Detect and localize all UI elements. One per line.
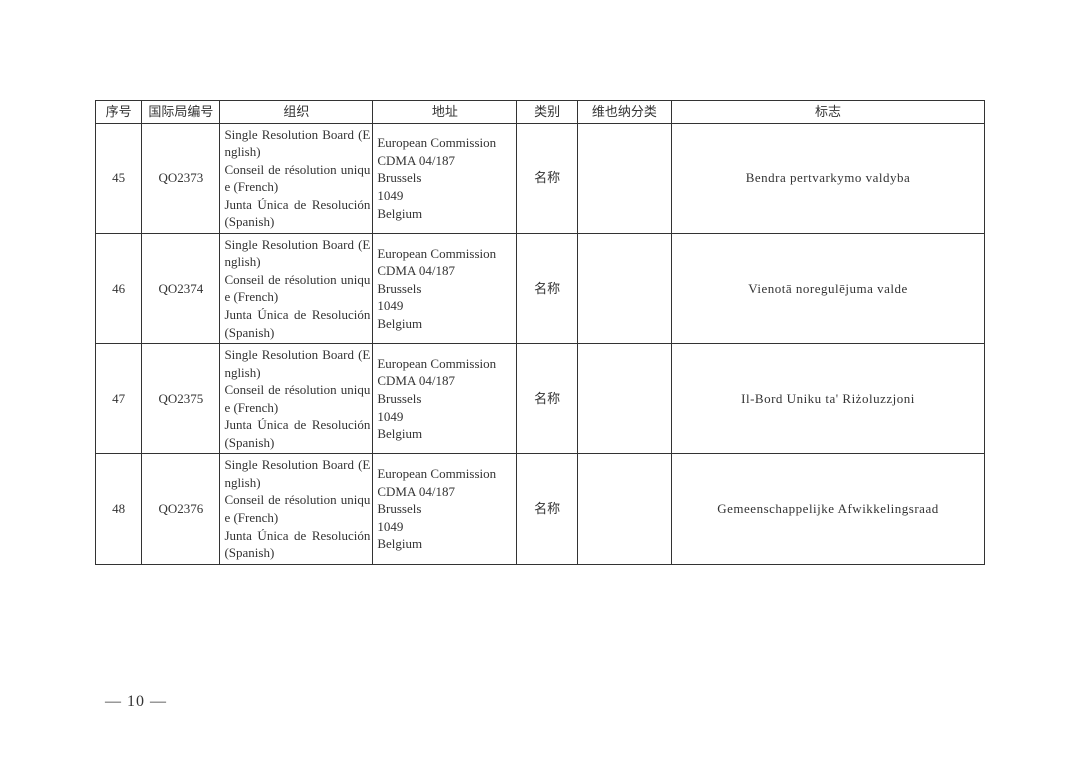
col-header: 类别: [517, 101, 577, 124]
cell-vienna: [577, 454, 671, 564]
cell-addr: European CommissionCDMA 04/187Brussels10…: [373, 233, 517, 343]
table-row: 45 QO2373 Single Resolution Board (Engli…: [96, 123, 985, 233]
cell-code: QO2374: [142, 233, 220, 343]
page-number: — 10 —: [105, 693, 167, 711]
table-body: 45 QO2373 Single Resolution Board (Engli…: [96, 123, 985, 564]
col-header: 组织: [220, 101, 373, 124]
cell-num: 46: [96, 233, 142, 343]
cell-org: Single Resolution Board (English)Conseil…: [220, 233, 373, 343]
cell-logo: Vienotā noregulējuma valde: [672, 233, 985, 343]
cell-org: Single Resolution Board (English)Conseil…: [220, 454, 373, 564]
cell-vienna: [577, 344, 671, 454]
data-table: 序号 国际局编号 组织 地址 类别 维也纳分类 标志 45 QO2373 Sin…: [95, 100, 985, 565]
cell-cat: 名称: [517, 123, 577, 233]
page-content: 序号 国际局编号 组织 地址 类别 维也纳分类 标志 45 QO2373 Sin…: [0, 0, 1080, 565]
col-header: 地址: [373, 101, 517, 124]
cell-code: QO2375: [142, 344, 220, 454]
col-header: 国际局编号: [142, 101, 220, 124]
col-header: 维也纳分类: [577, 101, 671, 124]
cell-logo: Il-Bord Uniku ta' Riżoluzzjoni: [672, 344, 985, 454]
cell-num: 48: [96, 454, 142, 564]
table-row: 47 QO2375 Single Resolution Board (Engli…: [96, 344, 985, 454]
cell-addr: European CommissionCDMA 04/187Brussels10…: [373, 454, 517, 564]
cell-logo: Gemeenschappelijke Afwikkelingsraad: [672, 454, 985, 564]
cell-cat: 名称: [517, 454, 577, 564]
cell-logo: Bendra pertvarkymo valdyba: [672, 123, 985, 233]
cell-num: 45: [96, 123, 142, 233]
cell-code: QO2376: [142, 454, 220, 564]
cell-num: 47: [96, 344, 142, 454]
header-row: 序号 国际局编号 组织 地址 类别 维也纳分类 标志: [96, 101, 985, 124]
cell-org: Single Resolution Board (English)Conseil…: [220, 123, 373, 233]
cell-vienna: [577, 233, 671, 343]
table-row: 48 QO2376 Single Resolution Board (Engli…: [96, 454, 985, 564]
col-header: 标志: [672, 101, 985, 124]
cell-code: QO2373: [142, 123, 220, 233]
table-row: 46 QO2374 Single Resolution Board (Engli…: [96, 233, 985, 343]
cell-org: Single Resolution Board (English)Conseil…: [220, 344, 373, 454]
cell-vienna: [577, 123, 671, 233]
cell-cat: 名称: [517, 344, 577, 454]
col-header: 序号: [96, 101, 142, 124]
cell-cat: 名称: [517, 233, 577, 343]
cell-addr: European CommissionCDMA 04/187Brussels10…: [373, 123, 517, 233]
cell-addr: European CommissionCDMA 04/187Brussels10…: [373, 344, 517, 454]
